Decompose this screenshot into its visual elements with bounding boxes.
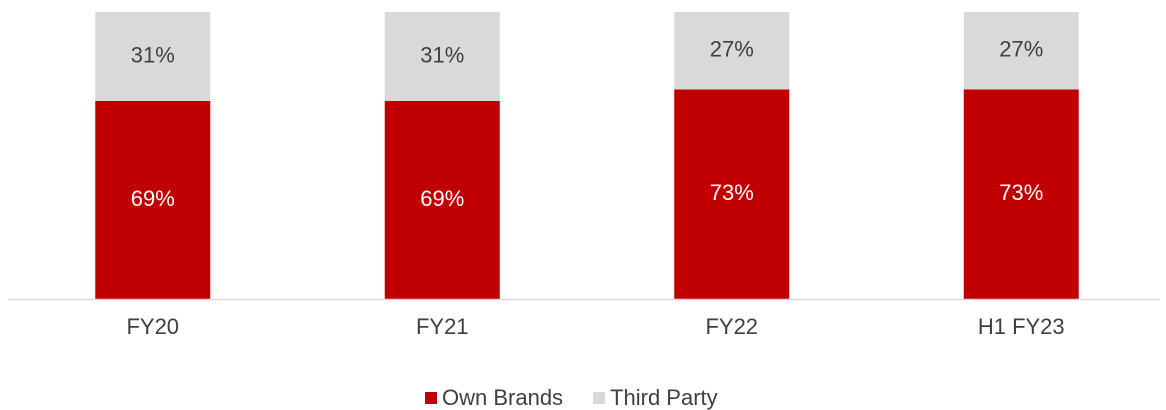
bar-segment [674, 12, 790, 90]
x-tick-label: FY21 [416, 314, 469, 339]
bar-segment [95, 12, 211, 101]
legend-swatch [425, 392, 437, 404]
data-label: 73% [999, 180, 1043, 205]
legend-label: Third Party [610, 385, 718, 410]
x-tick-label: H1 FY23 [978, 314, 1065, 339]
legend-swatch [593, 392, 606, 404]
data-label: 31% [131, 42, 175, 67]
data-label: 69% [420, 186, 464, 211]
data-label: 27% [999, 37, 1043, 62]
bar-segment [95, 100, 211, 299]
bar-segment [963, 12, 1079, 90]
bar-segment [384, 100, 500, 299]
legend-label: Own Brands [442, 385, 563, 410]
bar-segment [674, 89, 790, 300]
data-label: 31% [420, 42, 464, 67]
x-tick-label: FY22 [705, 314, 758, 339]
data-label: 73% [710, 180, 754, 205]
bar-segment [384, 12, 500, 101]
data-label: 27% [710, 37, 754, 62]
bar-segment [963, 89, 1079, 300]
x-tick-label: FY20 [126, 314, 179, 339]
data-label: 69% [131, 186, 175, 211]
